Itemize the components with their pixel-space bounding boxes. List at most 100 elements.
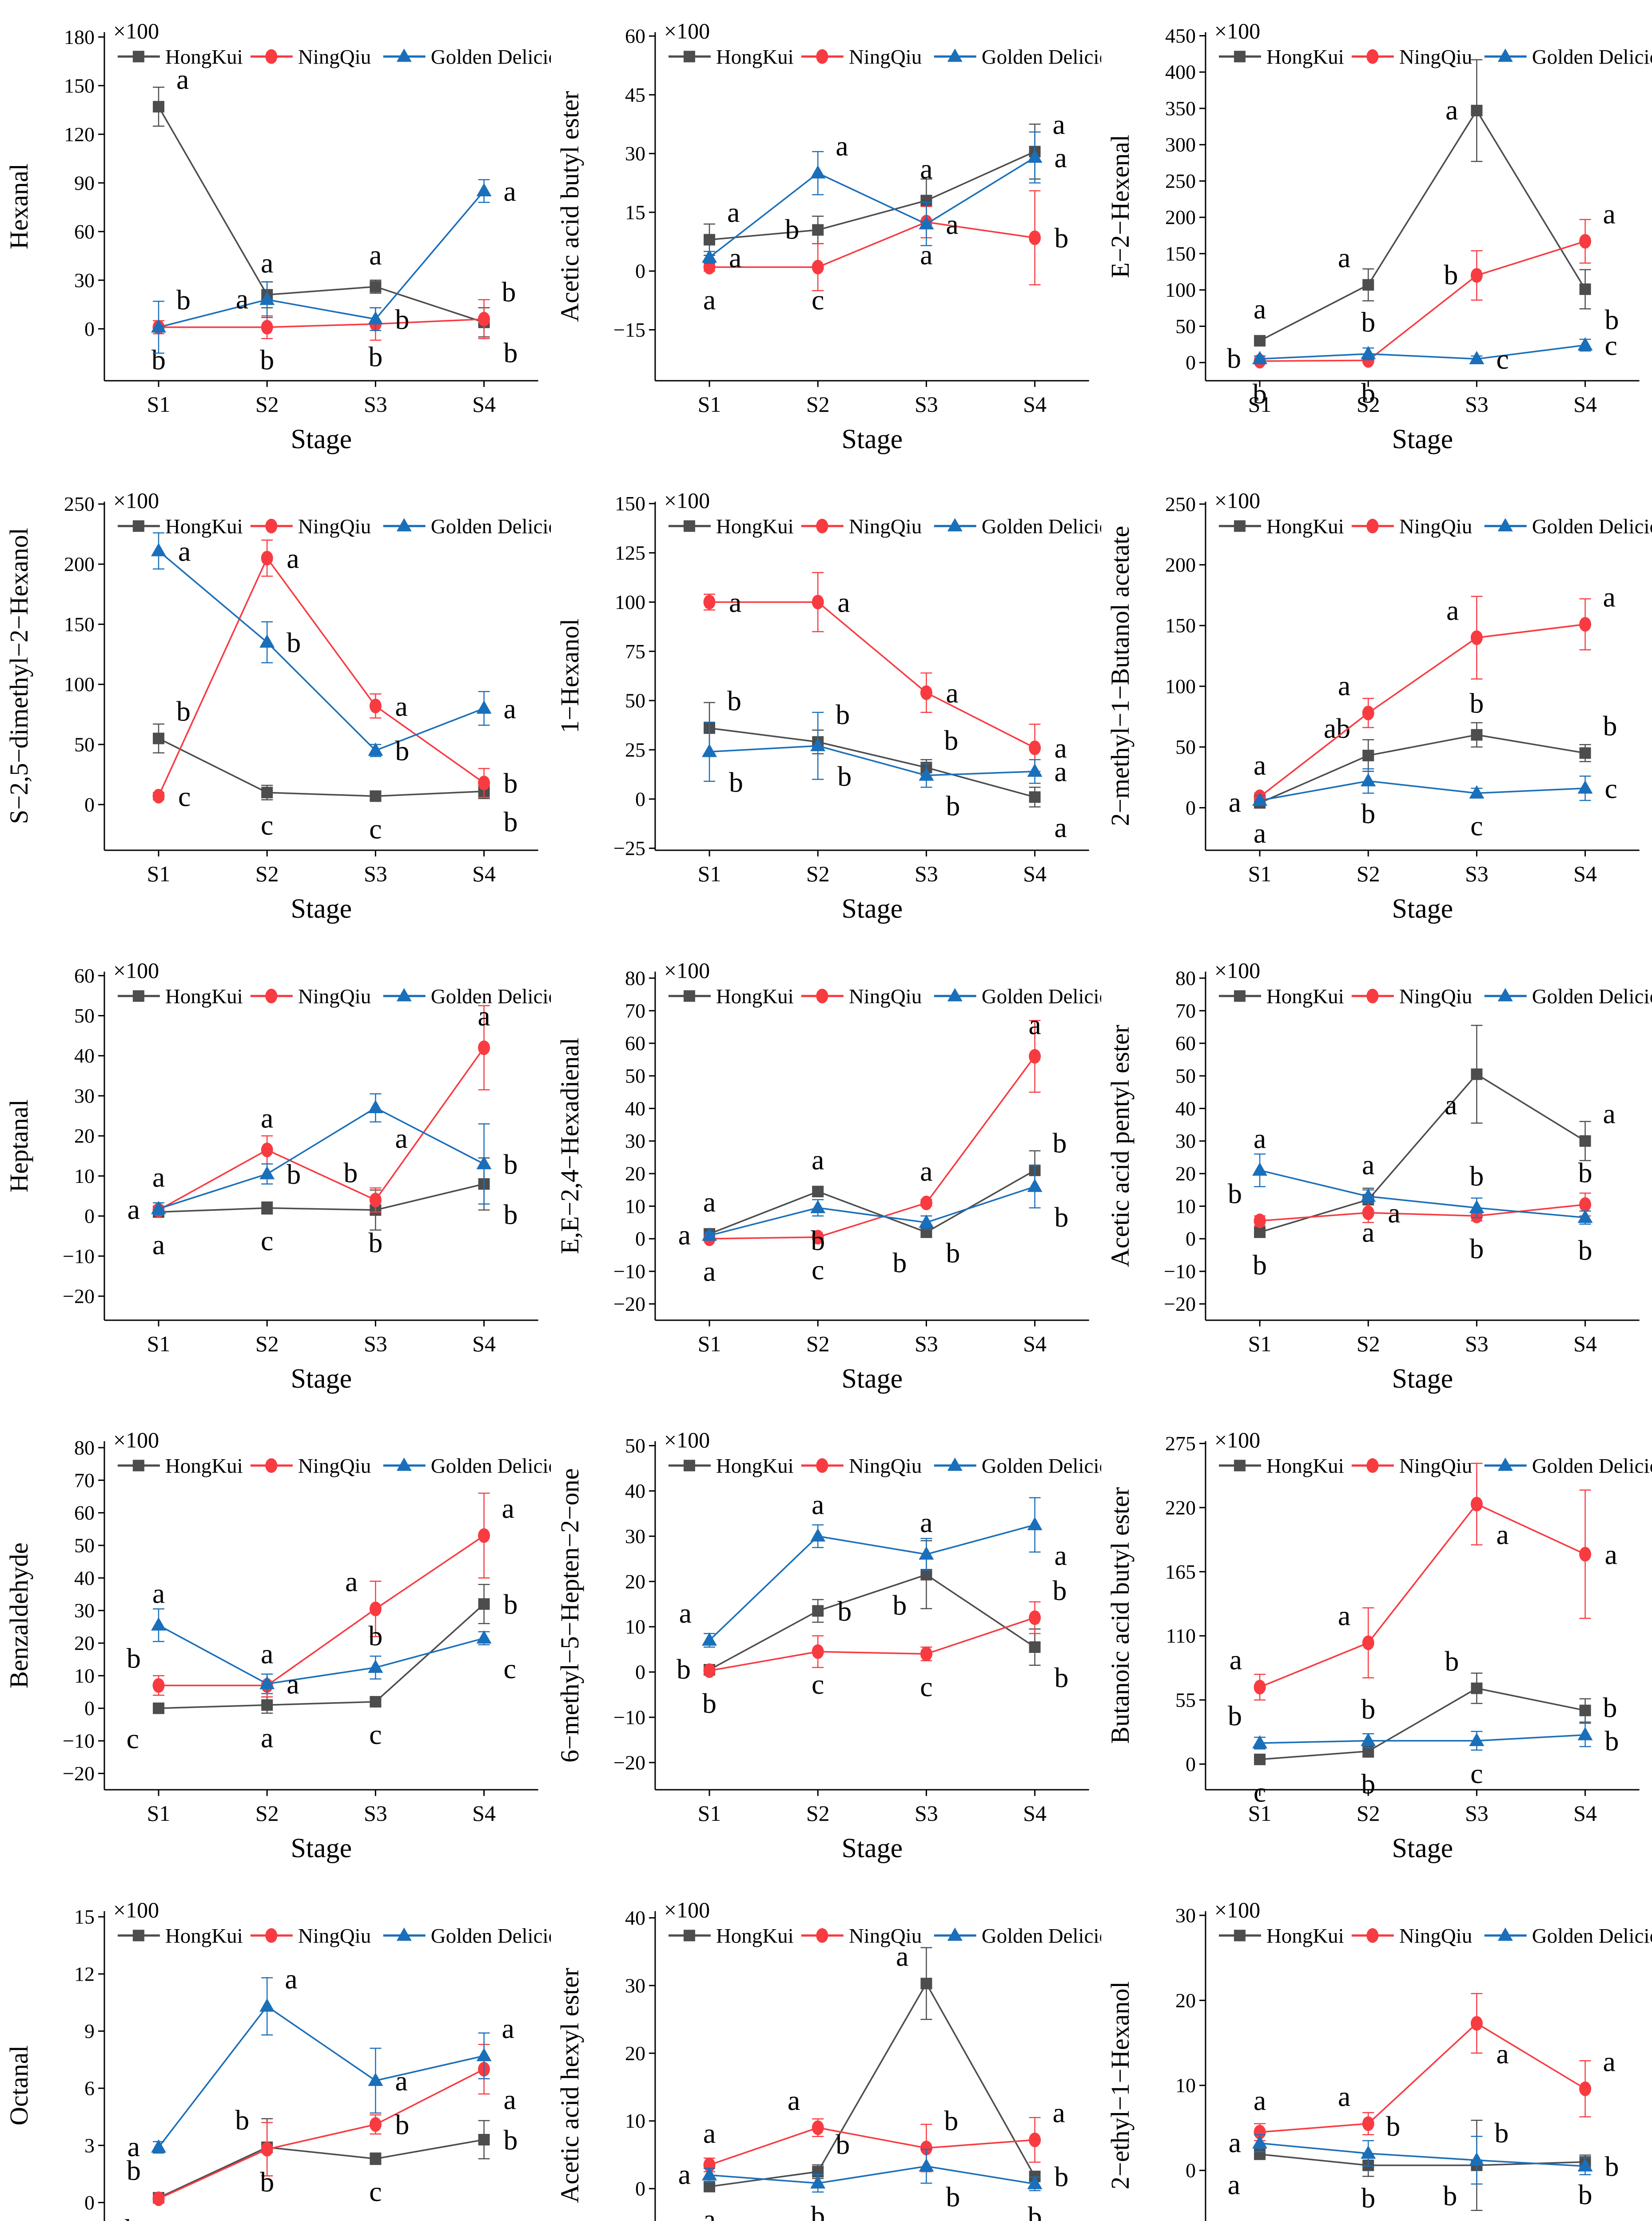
significance-letter: b bbox=[1054, 1662, 1068, 1693]
triangle-marker bbox=[1498, 518, 1513, 532]
triangle-marker bbox=[1498, 988, 1513, 1002]
significance-letter: a bbox=[152, 1229, 165, 1260]
circle-marker bbox=[1254, 1213, 1266, 1228]
significance-letter: a bbox=[1338, 2080, 1350, 2112]
y-tick-label: 350 bbox=[1165, 97, 1196, 119]
significance-letter: a bbox=[236, 283, 248, 315]
square-marker bbox=[370, 1696, 382, 1708]
square-marker bbox=[703, 2181, 715, 2193]
y-axis-title: 1−Hexanol bbox=[555, 619, 584, 733]
y-tick-label: −10 bbox=[613, 1260, 645, 1282]
legend-label: HongKui bbox=[1266, 1924, 1344, 1947]
significance-letter: b bbox=[1605, 1725, 1619, 1757]
triangle-marker bbox=[947, 518, 963, 532]
significance-letter: b bbox=[125, 2213, 139, 2221]
triangle-marker bbox=[1577, 1727, 1593, 1740]
y-tick-label: 200 bbox=[64, 553, 95, 576]
legend-label: HongKui bbox=[716, 515, 794, 538]
significance-letter: b bbox=[504, 1148, 518, 1180]
x-axis-title: Stage bbox=[291, 424, 352, 454]
circle-marker bbox=[1471, 268, 1483, 283]
y-tick-label: 10 bbox=[74, 1664, 95, 1687]
axis-multiplier-label: ×100 bbox=[664, 1427, 710, 1452]
chart-cell: −20 −10 0 10 20 30 40 50 60 70 80 S1 S2 S3 S4 ×100 Stage… bbox=[551, 939, 1102, 1409]
series-ningqiu: a a a a bbox=[1230, 1463, 1617, 1701]
x-axis-title: Stage bbox=[1392, 424, 1453, 454]
legend-label: NingQiu bbox=[298, 1924, 371, 1947]
significance-letter: c bbox=[504, 1653, 516, 1684]
y-tick-label: 30 bbox=[74, 1084, 95, 1107]
circle-marker bbox=[265, 49, 278, 64]
series-hongkui: a b b b bbox=[1228, 2119, 1592, 2213]
significance-letter: b bbox=[1603, 710, 1617, 742]
y-tick-label: 200 bbox=[1165, 206, 1196, 229]
triangle-marker bbox=[810, 2175, 825, 2189]
significance-letter: a bbox=[1054, 142, 1067, 173]
series-hongkui: a ab b b bbox=[1229, 688, 1617, 818]
x-tick-label: S1 bbox=[1248, 1331, 1272, 1356]
triangle-marker bbox=[1469, 1733, 1485, 1747]
y-tick-label: 30 bbox=[625, 142, 645, 165]
triangle-marker bbox=[1577, 2158, 1593, 2172]
significance-letter: a bbox=[679, 1597, 691, 1629]
significance-letter: a bbox=[703, 2117, 715, 2149]
x-tick-label: S2 bbox=[1357, 1801, 1380, 1826]
y-tick-label: 250 bbox=[64, 493, 95, 516]
series-line bbox=[709, 1169, 1035, 1235]
significance-letter: a bbox=[1497, 2038, 1509, 2070]
axis-multiplier-label: ×100 bbox=[1214, 488, 1260, 513]
triangle-marker bbox=[1469, 351, 1485, 365]
significance-letter: b bbox=[260, 344, 274, 376]
square-marker bbox=[153, 732, 165, 744]
significance-letter: b bbox=[1445, 1645, 1459, 1677]
y-tick-label: 20 bbox=[1175, 1162, 1196, 1185]
significance-letter: a bbox=[896, 1940, 908, 1972]
significance-letter: b bbox=[946, 1237, 960, 1269]
triangle-marker bbox=[810, 738, 825, 752]
circle-marker bbox=[812, 595, 824, 610]
significance-letter: a bbox=[395, 1122, 407, 1154]
chart-cell: −303691215S1S2S3S4×100StageOctanalHongKu… bbox=[0, 1879, 551, 2221]
circle-marker bbox=[812, 259, 824, 275]
x-tick-label: S2 bbox=[255, 861, 279, 886]
significance-letter: b bbox=[1361, 2182, 1376, 2213]
significance-letter: b bbox=[502, 276, 516, 307]
square-marker bbox=[1471, 729, 1483, 741]
y-axis-title: Heptanal bbox=[4, 1099, 33, 1192]
significance-letter: b bbox=[127, 2154, 141, 2186]
series-ningqiu: a a a a bbox=[703, 572, 1067, 772]
series-line bbox=[1260, 1688, 1586, 1760]
chart-cell: 0 50 100 150 200 250 300 350 400 450 S1 S2 S3 S4 ×100 S… bbox=[1101, 0, 1652, 470]
x-axis-title: Stage bbox=[1392, 894, 1453, 924]
significance-letter: a bbox=[946, 677, 958, 709]
series-line bbox=[159, 318, 484, 328]
significance-letter: a bbox=[127, 1194, 140, 1225]
significance-letter: a bbox=[1254, 2085, 1266, 2116]
chart-cell: −20 −10 0 10 20 30 40 50 60 S1 S2 S3 S4 ×100 Stage Hept… bbox=[0, 939, 551, 1409]
square-marker bbox=[153, 101, 165, 113]
triangle-marker bbox=[701, 1632, 717, 1646]
y-tick-label: 50 bbox=[74, 1004, 95, 1027]
significance-letter: a bbox=[703, 2203, 715, 2221]
significance-letter: b bbox=[1228, 1700, 1242, 1731]
y-tick-label: 165 bbox=[1165, 1560, 1196, 1583]
circle-marker bbox=[816, 1458, 828, 1473]
series-line bbox=[1260, 240, 1586, 362]
square-marker bbox=[683, 520, 695, 532]
y-tick-label: −15 bbox=[613, 318, 645, 341]
significance-letter: b bbox=[702, 1688, 717, 1719]
series-line bbox=[158, 1047, 485, 1211]
square-marker bbox=[1471, 1068, 1483, 1080]
axis-multiplier-label: ×100 bbox=[113, 488, 159, 513]
significance-letter: b bbox=[235, 2104, 249, 2136]
x-tick-label: S2 bbox=[806, 1331, 829, 1356]
significance-letter: a bbox=[1054, 812, 1067, 844]
square-marker bbox=[1362, 750, 1374, 762]
legend-label: NingQiu bbox=[1399, 1924, 1472, 1947]
circle-marker bbox=[261, 551, 273, 566]
legend: HongKui NingQiu Golden Delicious bbox=[668, 985, 1101, 1008]
legend-label: Golden Delicious bbox=[1532, 1924, 1652, 1947]
y-axis-title: Acetic acid hexyl ester bbox=[555, 1968, 584, 2203]
